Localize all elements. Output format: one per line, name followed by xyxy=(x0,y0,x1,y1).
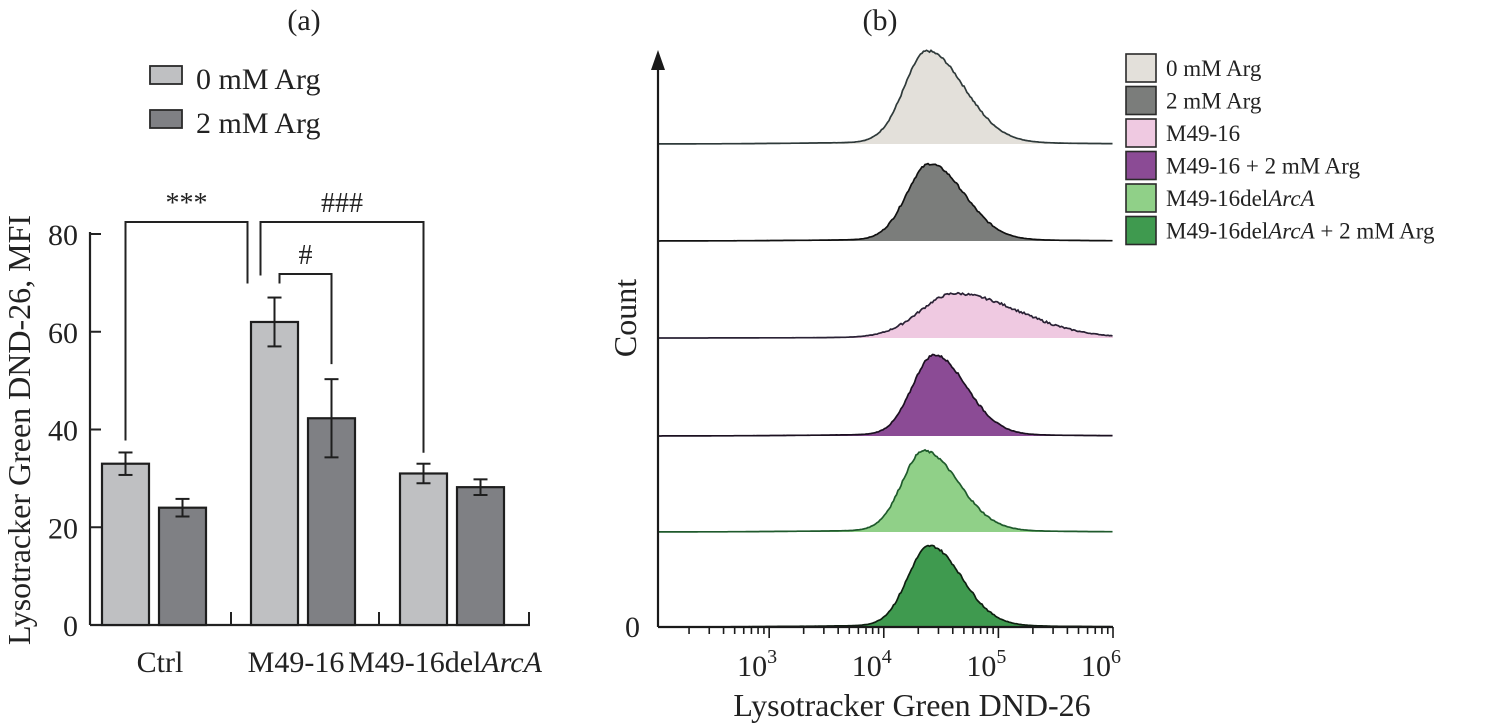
y-tick-label: 60 xyxy=(48,317,78,350)
significance-label: # xyxy=(299,240,313,271)
histogram-fill xyxy=(658,449,1113,532)
legend-swatch xyxy=(1125,215,1157,246)
category-label-italic: ArcA xyxy=(479,646,542,679)
panel-a-label: (a) xyxy=(287,4,320,37)
panel-b-x-axis-label: Lysotracker Green DND-26 xyxy=(733,687,1090,723)
panel-b-y-tick-0: 0 xyxy=(625,611,640,644)
legend-label-text: 2 mM Arg xyxy=(1166,89,1262,114)
x-tick-exponent: 3 xyxy=(767,646,777,668)
x-tick-label: 105 xyxy=(966,646,1006,683)
legend-swatch xyxy=(149,65,183,85)
x-tick-exponent: 4 xyxy=(882,646,892,668)
x-tick-label: 106 xyxy=(1081,646,1121,683)
x-tick-label: 103 xyxy=(737,646,777,683)
x-tick-exponent: 6 xyxy=(1111,646,1121,668)
panel-b-histogram-traces xyxy=(658,49,1113,628)
legend-label: M49-16 + 2 mM Arg xyxy=(1166,154,1361,179)
legend-label: 0 mM Arg xyxy=(1166,56,1262,81)
bar xyxy=(249,320,300,627)
panel-a-y-axis-label: Lysotracker Green DND-26, MFI xyxy=(1,215,37,645)
category-label-text: M49-16del xyxy=(348,646,481,679)
legend-swatch xyxy=(149,109,183,129)
histogram-outline xyxy=(658,162,1113,242)
x-tick-label: 104 xyxy=(852,646,892,683)
legend-label: 2 mM Arg xyxy=(1166,89,1262,114)
panel-b-axes: 103 104 105 106 xyxy=(651,50,1121,683)
histogram-fill xyxy=(658,50,1113,144)
x-tick-base: 10 xyxy=(1081,650,1111,683)
legend-label-text: 0 mM Arg xyxy=(1166,56,1262,81)
histogram-fill xyxy=(658,354,1113,436)
category-label: M49-16delArcA xyxy=(348,646,543,679)
histogram-outline xyxy=(658,353,1113,437)
legend-swatch xyxy=(1125,118,1157,148)
x-tick-base: 10 xyxy=(852,650,882,683)
legend-label: M49-16 xyxy=(1166,121,1240,146)
x-tick-base: 10 xyxy=(737,650,767,683)
legend-swatch xyxy=(1125,53,1157,83)
panel-b-y-axis-label: Count xyxy=(607,279,643,357)
histogram-outline xyxy=(658,49,1113,145)
x-tick-base: 10 xyxy=(966,650,996,683)
panel-a-bar-chart: (a) 0 mM Arg 2 mM Arg Lysotracker Green D… xyxy=(1,4,543,679)
histogram-outline xyxy=(658,291,1113,339)
bar xyxy=(157,506,208,627)
significance-label: *** xyxy=(166,188,208,219)
panel-a-significance: *** #### xyxy=(124,188,425,453)
histogram-outline xyxy=(658,448,1113,533)
y-tick-label: 20 xyxy=(48,512,78,545)
legend-swatch xyxy=(1125,183,1157,213)
legend-label-text: M49-16del xyxy=(1166,219,1268,244)
legend-label: 2 mM Arg xyxy=(196,107,320,140)
legend-label-text: M49-16 xyxy=(1166,121,1240,146)
y-tick-label: 40 xyxy=(48,415,78,448)
y-tick-label: 0 xyxy=(63,610,78,643)
significance-bracket xyxy=(124,221,249,441)
y-axis-arrow-icon xyxy=(651,50,665,70)
panel-b-label: (b) xyxy=(863,4,898,37)
panel-a-bars xyxy=(100,296,506,627)
legend-swatch xyxy=(1125,150,1157,181)
legend-label-text: M49-16del xyxy=(1166,186,1268,211)
category-label: Ctrl xyxy=(137,646,184,679)
legend-label: 0 mM Arg xyxy=(196,63,320,96)
legend-label-italic: ArcA xyxy=(1266,219,1315,244)
significance-label: ### xyxy=(321,188,363,219)
y-tick-label: 80 xyxy=(48,219,78,252)
histogram-outline xyxy=(658,544,1113,628)
bar xyxy=(100,462,151,627)
significance-bracket xyxy=(278,273,333,365)
panel-a-category-labels: Ctrl M49-16 M49-16delArcA xyxy=(137,646,543,679)
category-label-text: Ctrl xyxy=(137,646,184,679)
legend-label: M49-16delArcA xyxy=(1166,186,1316,211)
bar xyxy=(398,472,449,627)
panel-b-legend: 0 mM Arg 2 mM Arg M49-16 M49-16 + 2 mM Arg M… xyxy=(1125,53,1435,246)
category-label: M49-16 xyxy=(248,646,345,679)
legend-label-suffix: + 2 mM Arg xyxy=(1315,219,1435,244)
significance-bracket xyxy=(259,221,425,453)
category-label-text: M49-16 xyxy=(248,646,345,679)
legend-label: M49-16delArcA + 2 mM Arg xyxy=(1166,219,1435,244)
legend-swatch xyxy=(1125,85,1157,116)
panel-a-legend: 0 mM Arg 2 mM Arg xyxy=(149,63,320,140)
legend-label-text: M49-16 + 2 mM Arg xyxy=(1166,154,1361,179)
panel-b-histograms: (b) Count 0 103 104 105 106 Lysotracker Gre… xyxy=(607,4,1435,723)
legend-label-italic: ArcA xyxy=(1266,186,1315,211)
bar xyxy=(455,486,506,627)
x-tick-exponent: 5 xyxy=(996,646,1006,668)
